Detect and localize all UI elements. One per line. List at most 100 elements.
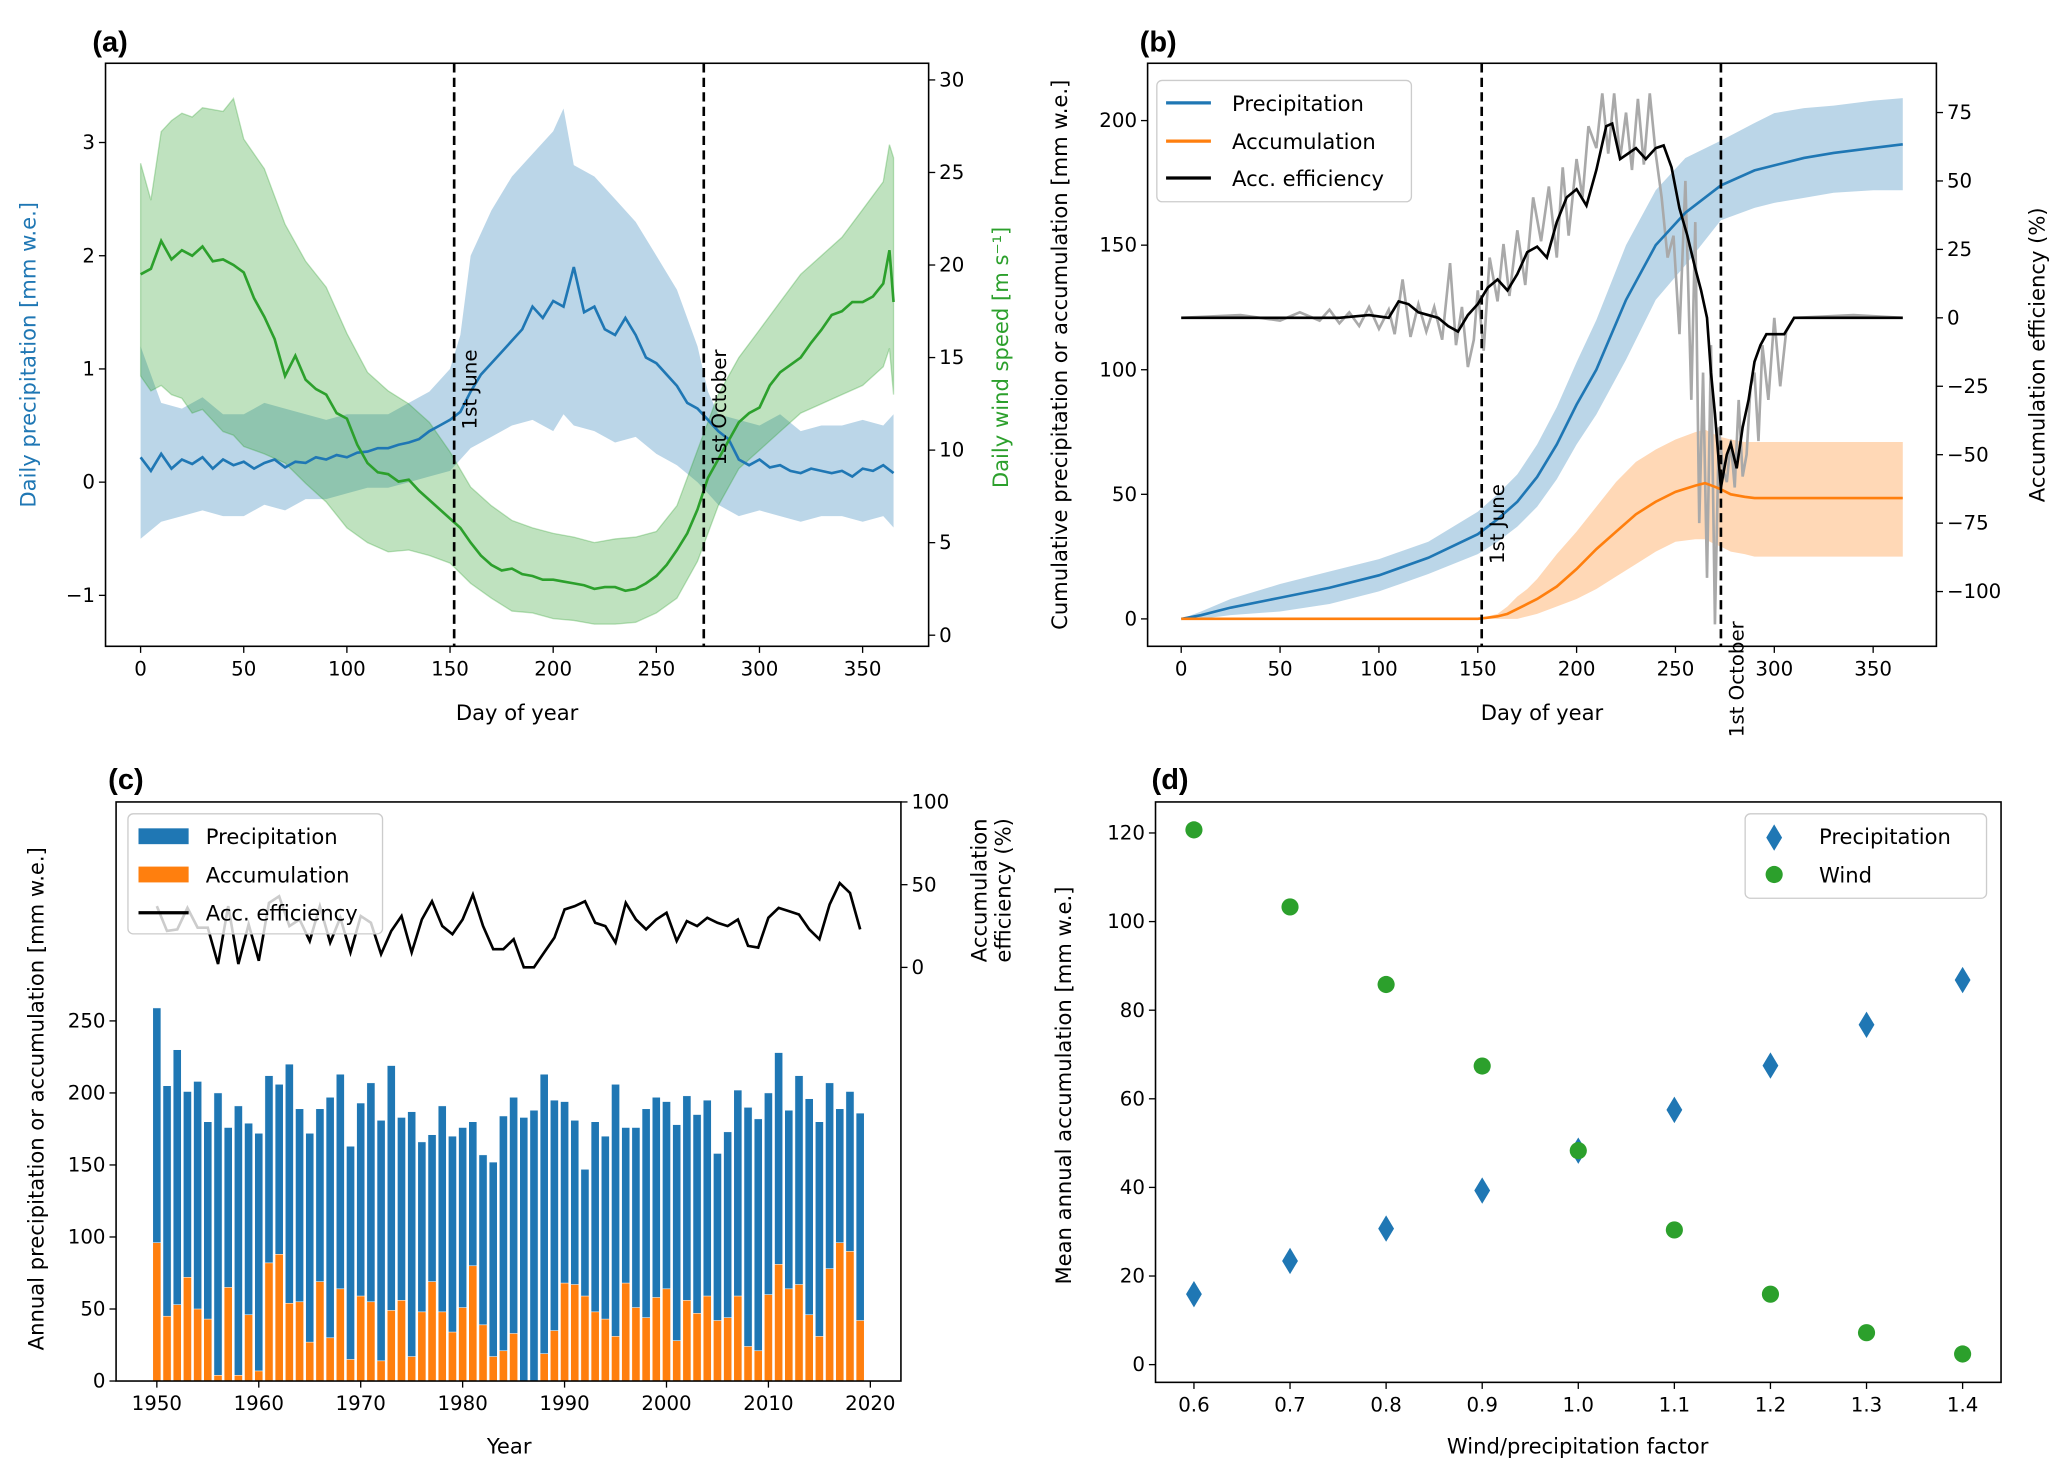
bar-accumulation-2005: [713, 1320, 722, 1382]
bar-accumulation-1958: [234, 1375, 243, 1382]
panel-d-x-ticks: 0.6 0.7 0.8 0.9 1.0 1.1 1.2 1.3 1.4: [1178, 1382, 1978, 1416]
bar-accumulation-2013: [794, 1284, 804, 1382]
y-tick-label: 0: [93, 1370, 106, 1393]
panel-b-vlines: 1st June 1st October: [1480, 63, 1748, 737]
panel-c-y2label-line1: Accumulation: [967, 818, 992, 962]
legend-label-precipitation: Precipitation: [1232, 91, 1364, 116]
panel-b-y-ticks: 0 50 100 150 200: [1099, 109, 1148, 630]
x-tick-label: 0.9: [1466, 1393, 1497, 1416]
wind-range-band: [139, 97, 895, 625]
bar-accumulation-1995: [611, 1336, 620, 1382]
y-tick-label: 40: [1120, 1176, 1145, 1199]
bar-accumulation-1994: [600, 1318, 610, 1382]
bar-precipitation-1969: [346, 1145, 355, 1382]
y2-tick-label: 0: [939, 624, 952, 647]
bar-accumulation-2001: [672, 1340, 682, 1382]
y-tick-label: 150: [1099, 234, 1137, 257]
legend-box: [127, 813, 384, 935]
bar-accumulation-1998: [641, 1317, 651, 1382]
panel-c-frame: [115, 801, 902, 1382]
panel-b-ylabel: Cumulative precipitation or accumulation…: [1047, 80, 1072, 630]
bar-accumulation-1967: [325, 1337, 335, 1382]
y-tick-label: −1: [66, 584, 95, 607]
bar-accumulation-2002: [682, 1300, 692, 1382]
x-tick-label: 1960: [234, 1392, 284, 1415]
bar-accumulation-2011: [774, 1264, 783, 1382]
x-tick-label: 0: [134, 657, 147, 680]
x-tick-label: 350: [844, 657, 882, 680]
bar-accumulation-1961: [264, 1262, 274, 1382]
point-wind-0.8: [1377, 975, 1395, 994]
y-tick-label: 0: [82, 471, 95, 494]
bar-accumulation-2014: [804, 1314, 814, 1382]
point-wind-0.7: [1281, 898, 1299, 916]
x-tick-label: 50: [231, 657, 256, 680]
point-precipitation-0.7: [1282, 1247, 1298, 1275]
bar-accumulation-1971: [366, 1301, 376, 1382]
panel-d-legend: Precipitation Wind: [1744, 813, 1988, 899]
bar-accumulation-2009: [753, 1350, 763, 1382]
y2-tick-label: −50: [1947, 443, 1989, 466]
bar-accumulation-1985: [509, 1333, 518, 1382]
x-tick-label: 200: [534, 657, 572, 680]
panel-c-y2label-line2: efficiency (%): [990, 818, 1015, 962]
bar-accumulation-1996: [621, 1282, 631, 1382]
bar-precipitation-2009: [753, 1118, 763, 1382]
panel-a-frame: [104, 62, 930, 648]
x-tick-label: 2020: [845, 1392, 895, 1415]
panel-c-xlabel: Year: [486, 1434, 532, 1459]
y2-tick-label: 15: [939, 346, 964, 369]
panel-d-label: (d): [1152, 764, 1189, 796]
legend-box: [1744, 813, 1988, 899]
x-tick-label: 1.1: [1659, 1393, 1690, 1416]
panel-c-legend: Precipitation Accumulation Acc. efficien…: [127, 813, 384, 935]
bar-accumulation-1990: [560, 1282, 569, 1382]
bar-accumulation-1955: [203, 1318, 213, 1382]
bar-accumulation-1975: [407, 1356, 417, 1382]
wind-mean-line: [139, 237, 895, 593]
panel-b-x-ticks: 0 50 100 150 200 250 300 350: [1175, 646, 1892, 680]
bar-precipitation-2008: [743, 1107, 753, 1382]
bar-accumulation-1957: [223, 1287, 233, 1382]
legend-label-precipitation: Precipitation: [1819, 824, 1951, 849]
bar-accumulation-1979: [448, 1331, 457, 1382]
panel-a-y2-ticks: 0 5 10 15 20 25 30: [928, 69, 964, 647]
x-tick-label: 0: [1175, 657, 1188, 680]
y-tick-label: 200: [68, 1082, 106, 1105]
y2-tick-label: 100: [911, 791, 949, 814]
bar-accumulation-2003: [692, 1313, 702, 1382]
point-precipitation-1.4: [1954, 966, 1971, 994]
bar-accumulation-1980: [458, 1307, 467, 1382]
panel-c-bars: [152, 1007, 865, 1382]
bar-accumulation-1973: [386, 1310, 396, 1382]
bar-accumulation-1964: [295, 1301, 304, 1382]
legend-marker-precipitation-diamond: [1766, 824, 1783, 851]
bar-accumulation-1983: [488, 1356, 498, 1382]
bar-accumulation-1968: [335, 1288, 345, 1382]
x-tick-label: 0.7: [1274, 1393, 1305, 1416]
y-tick-label: 100: [1099, 358, 1137, 381]
bar-accumulation-1978: [437, 1311, 447, 1382]
x-tick-label: 250: [1657, 657, 1695, 680]
legend-label-accumulation: Accumulation: [206, 862, 350, 887]
bar-accumulation-2015: [815, 1336, 824, 1382]
bar-accumulation-2016: [825, 1268, 834, 1382]
bar-accumulation-1953: [183, 1277, 192, 1382]
x-tick-label: 2000: [641, 1392, 691, 1415]
bar-accumulation-1974: [397, 1300, 406, 1382]
point-wind-1.1: [1665, 1221, 1683, 1239]
legend-label-efficiency: Acc. efficiency: [1232, 166, 1384, 191]
bar-accumulation-1956: [213, 1375, 223, 1382]
precip-cumulative-line: [1180, 142, 1903, 621]
bar-accumulation-1959: [244, 1314, 253, 1382]
panel-a-y-ticks: −1 0 1 2 3: [66, 131, 106, 607]
bar-accumulation-1965: [305, 1341, 315, 1382]
panel-a-ylabel: Daily precipitation [mm w.e.]: [16, 202, 41, 508]
panel-a-bands: [139, 97, 895, 625]
y-tick-label: 60: [1120, 1087, 1145, 1110]
bar-accumulation-1982: [478, 1324, 488, 1382]
precip-cumulative-band: [1181, 98, 1903, 619]
y-tick-label: 0: [1124, 607, 1137, 630]
y2-tick-label: 30: [939, 69, 964, 92]
x-tick-label: 200: [1558, 657, 1596, 680]
